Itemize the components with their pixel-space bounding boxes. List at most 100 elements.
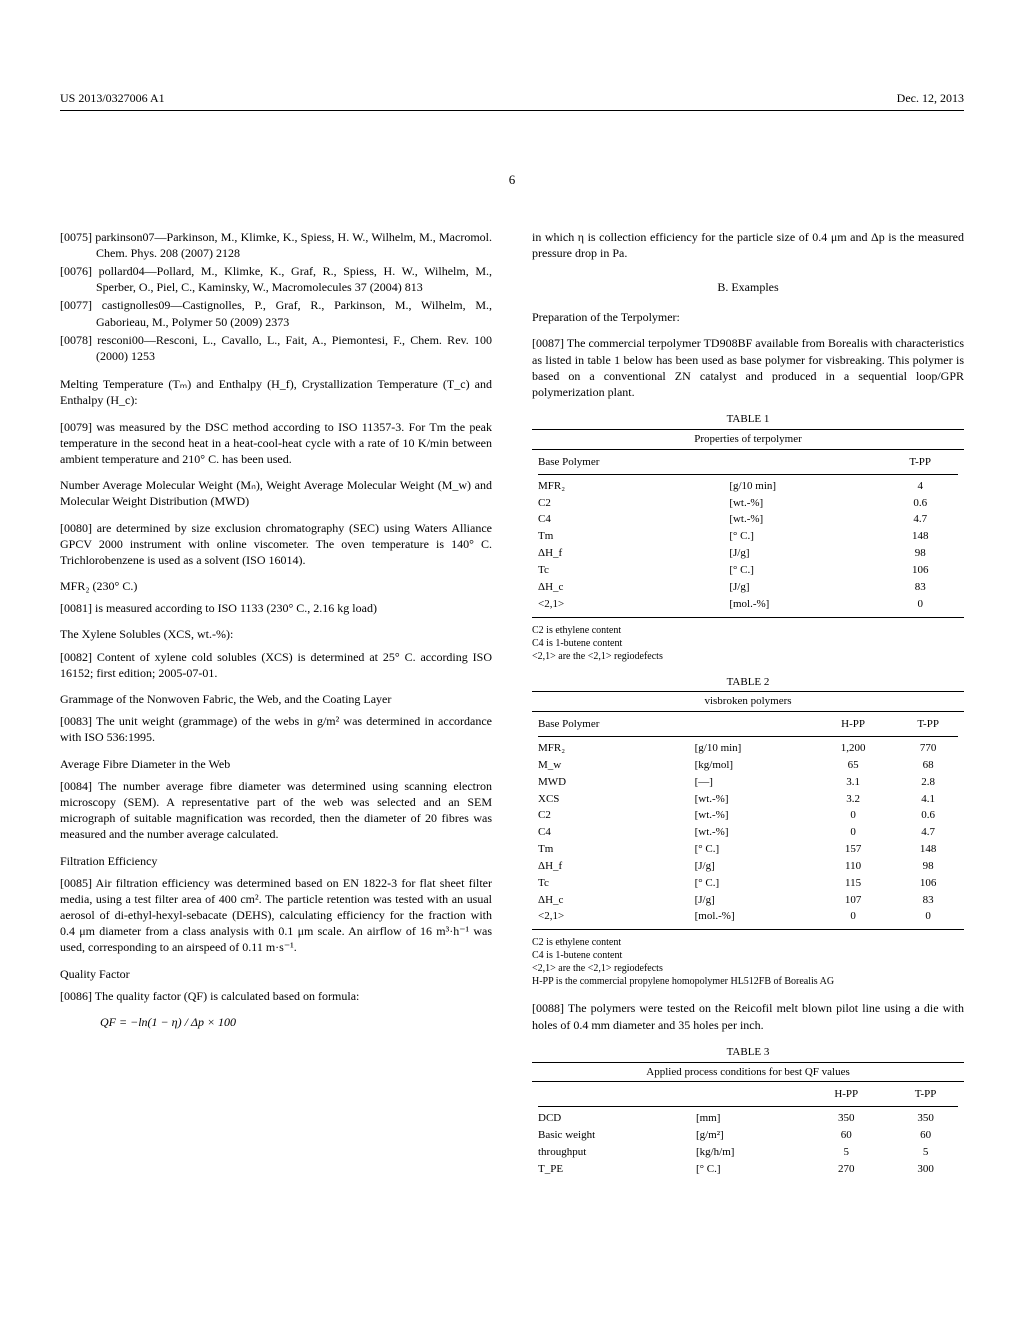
table-cell: 4.1: [892, 791, 964, 808]
table-cell: 5: [805, 1144, 887, 1161]
table-cell: [mol.-%]: [723, 596, 876, 613]
table-row: C2[wt.-%]00.6: [532, 807, 964, 824]
table-cell: 300: [887, 1161, 964, 1178]
table-cell: 110: [814, 858, 892, 875]
table-cell: [mm]: [690, 1110, 805, 1127]
table-cell: [J/g]: [723, 545, 876, 562]
table-row: Basic weight[g/m²]6060: [532, 1127, 964, 1144]
table-cell: ΔH_c: [532, 579, 723, 596]
table-1-subtitle: Properties of terpolymer: [532, 432, 964, 450]
table-cell: [690, 1086, 805, 1103]
para-0087: [0087] The commercial terpolymer TD908BF…: [532, 335, 964, 400]
table-row: C2[wt.-%]0.6: [532, 495, 964, 512]
para-0085: [0085] Air filtration efficiency was det…: [60, 875, 492, 956]
table-row: ΔH_f[J/g]98: [532, 545, 964, 562]
table-1-caption: TABLE 1: [532, 412, 964, 427]
table-row: ΔH_c[J/g]10783: [532, 892, 964, 909]
table-cell: [kg/h/m]: [690, 1144, 805, 1161]
table-cell: H-PP: [805, 1086, 887, 1103]
table-cell: <2,1>: [532, 908, 689, 925]
ref-0078: [0078] resconi00—Resconi, L., Cavallo, L…: [60, 332, 492, 364]
table-cell: 148: [892, 841, 964, 858]
table-cell: [g/10 min]: [689, 740, 814, 757]
table-row: T_PE[° C.]270300: [532, 1161, 964, 1178]
table-cell: Base Polymer: [532, 454, 723, 471]
table-cell: [wt.-%]: [723, 495, 876, 512]
table-row: Tm[° C.]157148: [532, 841, 964, 858]
table-cell: 65: [814, 757, 892, 774]
table-row: C4[wt.-%]4.7: [532, 511, 964, 528]
table-row: throughput[kg/h/m]55: [532, 1144, 964, 1161]
table-row: Base Polymer T-PP: [532, 454, 964, 471]
table-cell: [532, 1086, 690, 1103]
table-row: ΔH_c[J/g]83: [532, 579, 964, 596]
table-1: TABLE 1 Properties of terpolymer Base Po…: [532, 412, 964, 662]
table-cell: [° C.]: [689, 841, 814, 858]
table-cell: T-PP: [892, 716, 964, 733]
page-header: US 2013/0327006 A1 Dec. 12, 2013: [60, 40, 964, 111]
table-cell: throughput: [532, 1144, 690, 1161]
table-cell: M_w: [532, 757, 689, 774]
table-cell: 60: [805, 1127, 887, 1144]
table-cell: 5: [887, 1144, 964, 1161]
table-cell: H-PP: [814, 716, 892, 733]
para-0088: [0088] The polymers were tested on the R…: [532, 1000, 964, 1032]
para-0079: [0079] was measured by the DSC method ac…: [60, 419, 492, 468]
table-cell: 148: [876, 528, 964, 545]
table-cell: [J/g]: [723, 579, 876, 596]
left-column: [0075] parkinson07—Parkinson, M., Klimke…: [60, 229, 492, 1188]
table-3: TABLE 3 Applied process conditions for b…: [532, 1045, 964, 1178]
table-cell: 83: [892, 892, 964, 909]
table-cell: 0: [814, 824, 892, 841]
table-cell: Tc: [532, 562, 723, 579]
prep-heading: Preparation of the Terpolymer:: [532, 309, 964, 325]
table-cell: [g/m²]: [690, 1127, 805, 1144]
table-row: Base Polymer H-PP T-PP: [532, 716, 964, 733]
table-cell: 0: [876, 596, 964, 613]
table-cell: Tc: [532, 875, 689, 892]
table-cell: Tm: [532, 841, 689, 858]
right-column: in which η is collection efficiency for …: [532, 229, 964, 1188]
table-cell: 270: [805, 1161, 887, 1178]
table-cell: 157: [814, 841, 892, 858]
table-1-footnotes: C2 is ethylene content C4 is 1-butene co…: [532, 624, 964, 663]
table-cell: [723, 454, 876, 471]
table-row: XCS[wt.-%]3.24.1: [532, 791, 964, 808]
table-cell: Basic weight: [532, 1127, 690, 1144]
footnote: <2,1> are the <2,1> regiodefects: [532, 962, 964, 975]
table-cell: 0: [814, 807, 892, 824]
ref-0076: [0076] pollard04—Pollard, M., Klimke, K.…: [60, 263, 492, 295]
table-row: Tc[° C.]106: [532, 562, 964, 579]
table-cell: ΔH_f: [532, 545, 723, 562]
table-cell: [° C.]: [723, 528, 876, 545]
table-cell: MFR₂: [532, 740, 689, 757]
table-cell: C4: [532, 824, 689, 841]
footnote: C2 is ethylene content: [532, 936, 964, 949]
table-cell: 98: [892, 858, 964, 875]
qf-formula: QF = −ln(1 − η) / Δp × 100: [100, 1014, 492, 1030]
table-cell: 3.2: [814, 791, 892, 808]
table-2-caption: TABLE 2: [532, 675, 964, 690]
table-cell: [689, 716, 814, 733]
table-cell: [J/g]: [689, 858, 814, 875]
table-cell: [—]: [689, 774, 814, 791]
para-0083: [0083] The unit weight (grammage) of the…: [60, 713, 492, 745]
table-cell: 4.7: [876, 511, 964, 528]
table-cell: MFR₂: [532, 478, 723, 495]
table-row: MWD[—]3.12.8: [532, 774, 964, 791]
examples-heading: B. Examples: [532, 279, 964, 295]
table-cell: DCD: [532, 1110, 690, 1127]
table-cell: [wt.-%]: [723, 511, 876, 528]
table-row: Tc[° C.]115106: [532, 875, 964, 892]
table-cell: 770: [892, 740, 964, 757]
table-cell: 0.6: [876, 495, 964, 512]
two-column-layout: [0075] parkinson07—Parkinson, M., Klimke…: [60, 229, 964, 1188]
table-cell: [° C.]: [690, 1161, 805, 1178]
table-cell: T_PE: [532, 1161, 690, 1178]
table-row: MFR₂[g/10 min]4: [532, 478, 964, 495]
table-cell: 83: [876, 579, 964, 596]
table-row: MFR₂[g/10 min]1,200770: [532, 740, 964, 757]
table-2-grid: Base Polymer H-PP T-PP MFR₂[g/10 min]1,2…: [532, 716, 964, 925]
filtration-heading: Filtration Efficiency: [60, 853, 492, 869]
ref-0075: [0075] parkinson07—Parkinson, M., Klimke…: [60, 229, 492, 261]
